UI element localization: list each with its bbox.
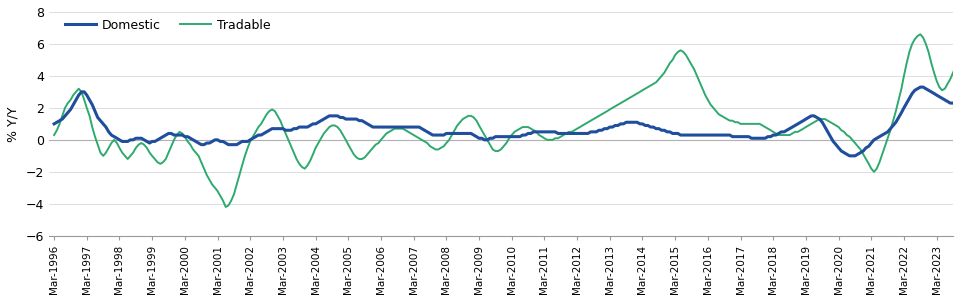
Line: Domestic: Domestic: [54, 84, 960, 156]
Line: Tradable: Tradable: [54, 28, 960, 207]
Y-axis label: % Y/Y: % Y/Y: [7, 106, 20, 141]
Legend: Domestic, Tradable: Domestic, Tradable: [60, 14, 276, 37]
